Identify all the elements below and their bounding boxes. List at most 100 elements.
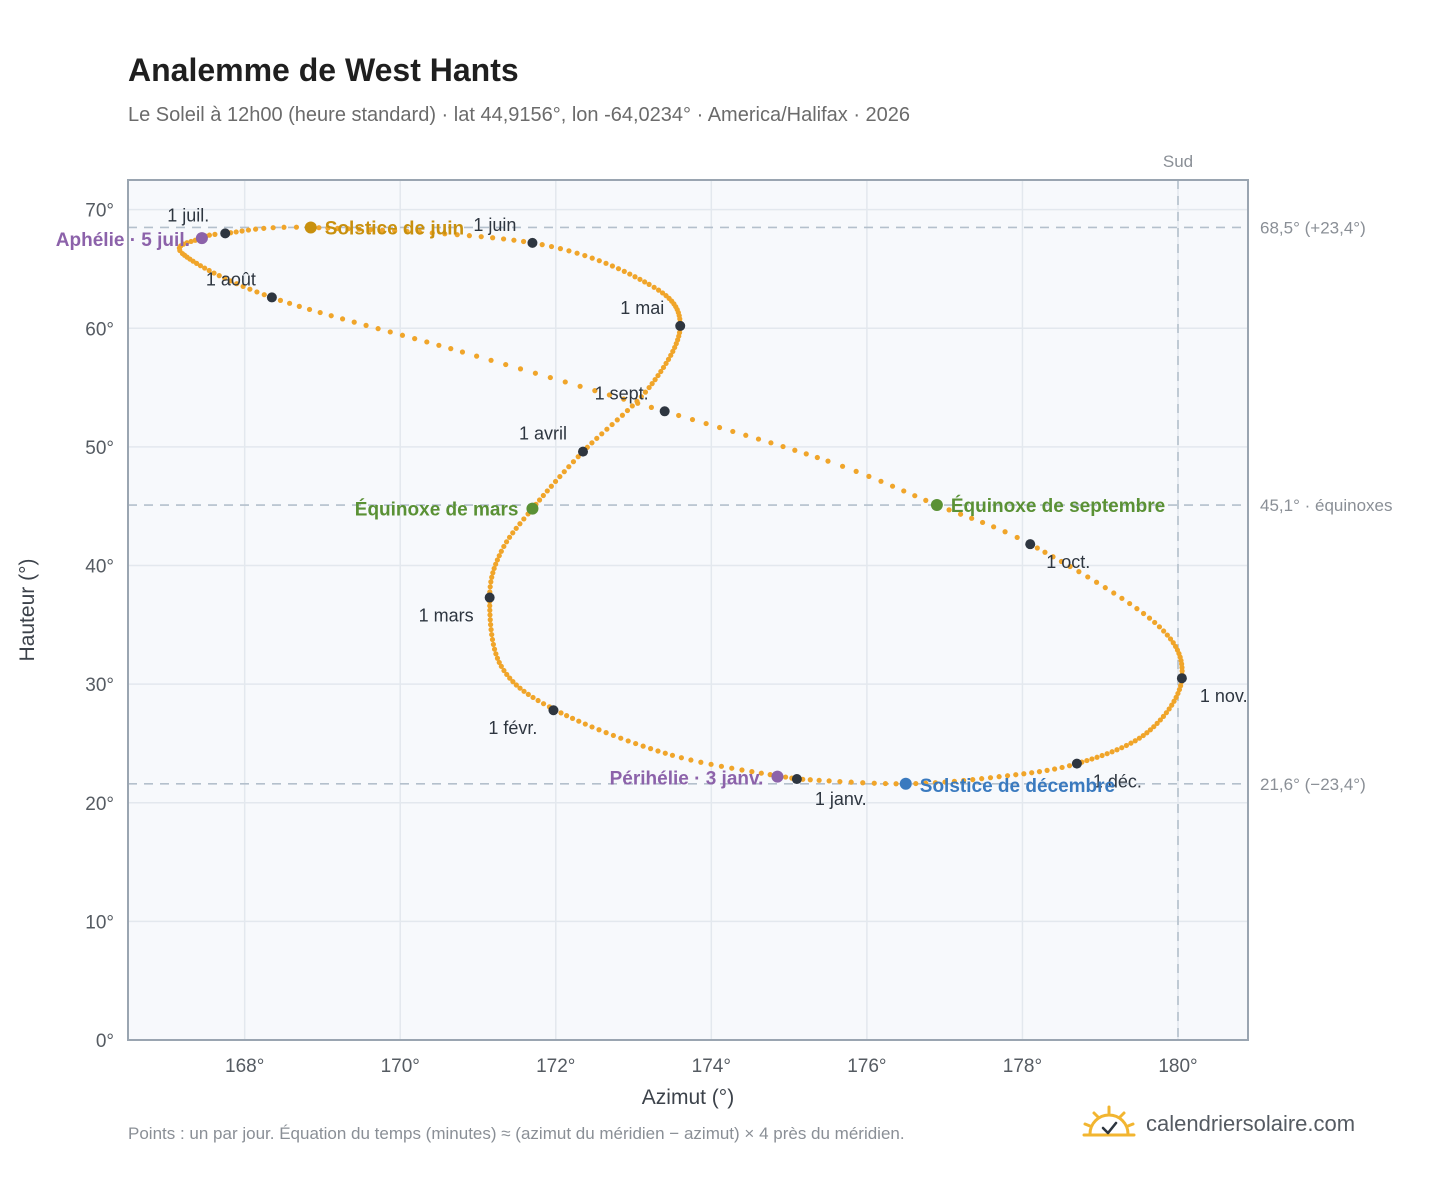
daily-sun-position-point bbox=[655, 287, 662, 293]
daily-sun-position-point bbox=[277, 297, 284, 303]
daily-sun-position-point bbox=[240, 283, 246, 290]
daily-sun-position-point bbox=[1059, 764, 1065, 771]
reference-line-label: 68,5° (+23,4°) bbox=[1260, 218, 1366, 237]
daily-sun-position-point bbox=[1102, 585, 1108, 591]
daily-sun-position-point bbox=[489, 574, 495, 580]
brand-logo[interactable]: calendriersolaire.com bbox=[1082, 1104, 1355, 1144]
month-marker-point bbox=[659, 406, 670, 417]
daily-sun-position-point bbox=[216, 273, 222, 279]
daily-sun-position-point bbox=[491, 646, 498, 652]
daily-sun-position-point bbox=[642, 389, 649, 395]
daily-sun-position-point bbox=[1052, 766, 1058, 772]
month-marker-label: 1 sept. bbox=[595, 383, 649, 403]
daily-sun-position-point bbox=[629, 403, 635, 409]
daily-sun-position-point bbox=[356, 226, 362, 232]
daily-sun-position-point bbox=[889, 483, 896, 489]
daily-sun-position-point bbox=[1058, 558, 1065, 565]
daily-sun-position-point bbox=[566, 464, 572, 470]
daily-sun-position-point bbox=[627, 271, 633, 277]
event-marker-point bbox=[526, 502, 539, 515]
daily-sun-position-point bbox=[306, 306, 313, 313]
daily-sun-position-point bbox=[803, 451, 809, 457]
daily-sun-position-point bbox=[825, 458, 831, 464]
daily-sun-position-point bbox=[1084, 757, 1090, 764]
daily-sun-position-point bbox=[488, 579, 494, 585]
daily-sun-position-point bbox=[325, 225, 331, 231]
chart-subtitle: Le Soleil à 12h00 (heure standard) · lat… bbox=[128, 104, 911, 126]
month-marker-point bbox=[1025, 539, 1036, 550]
y-tick-label: 30° bbox=[85, 675, 114, 696]
daily-sun-position-point bbox=[913, 780, 919, 787]
daily-sun-position-point bbox=[1173, 694, 1179, 700]
daily-sun-position-point bbox=[1029, 770, 1035, 776]
daily-sun-position-point bbox=[287, 300, 293, 306]
daily-sun-position-point bbox=[599, 431, 605, 437]
daily-sun-position-point bbox=[635, 400, 641, 406]
daily-sun-position-point bbox=[521, 688, 527, 694]
month-marker-point bbox=[220, 228, 231, 239]
daily-sun-position-point bbox=[1128, 740, 1134, 746]
daily-sun-position-point bbox=[510, 530, 516, 536]
reference-line-label: Sud bbox=[1163, 152, 1193, 171]
daily-sun-position-point bbox=[946, 507, 952, 513]
daily-sun-position-point bbox=[493, 651, 499, 657]
daily-sun-position-point bbox=[647, 746, 654, 752]
daily-sun-position-point bbox=[500, 236, 507, 242]
daily-sun-position-point bbox=[532, 370, 539, 376]
month-marker-point bbox=[266, 292, 277, 303]
daily-sun-position-point bbox=[547, 374, 553, 381]
daily-sun-position-point bbox=[782, 774, 789, 780]
daily-sun-position-point bbox=[1134, 606, 1140, 612]
daily-sun-position-point bbox=[592, 388, 598, 394]
daily-sun-position-point bbox=[1146, 615, 1153, 621]
daily-sun-position-point bbox=[1066, 763, 1073, 769]
daily-sun-position-point bbox=[814, 454, 820, 461]
daily-sun-position-point bbox=[1161, 628, 1167, 634]
daily-sun-position-point bbox=[245, 227, 252, 233]
daily-sun-position-point bbox=[1175, 690, 1181, 697]
daily-sun-position-point bbox=[539, 242, 545, 248]
chart-title: Analemme de West Hants bbox=[128, 52, 519, 88]
daily-sun-position-point bbox=[1119, 745, 1125, 751]
daily-sun-position-point bbox=[739, 767, 745, 773]
daily-sun-position-point bbox=[491, 565, 497, 572]
daily-sun-position-point bbox=[1160, 713, 1167, 719]
daily-sun-position-point bbox=[646, 384, 652, 391]
daily-sun-position-point bbox=[603, 730, 609, 736]
daily-sun-position-point bbox=[826, 778, 832, 784]
daily-sun-position-point bbox=[1014, 534, 1020, 541]
daily-sun-position-point bbox=[316, 225, 322, 231]
daily-sun-position-point bbox=[658, 368, 664, 375]
daily-sun-position-point bbox=[979, 776, 985, 782]
daily-sun-position-point bbox=[1167, 636, 1174, 642]
daily-sun-position-point bbox=[566, 248, 572, 254]
daily-sun-position-point bbox=[663, 293, 669, 299]
daily-sun-position-point bbox=[379, 227, 386, 233]
x-tick-label: 176° bbox=[847, 1056, 886, 1077]
daily-sun-position-point bbox=[561, 469, 567, 475]
daily-sun-position-point bbox=[493, 561, 499, 567]
daily-sun-position-point bbox=[570, 459, 577, 465]
analemma-daily-points bbox=[176, 224, 1185, 787]
month-marker-label: 1 nov. bbox=[1200, 686, 1248, 706]
daily-sun-position-point bbox=[1109, 749, 1115, 755]
daily-sun-position-point bbox=[655, 748, 661, 754]
daily-sun-position-point bbox=[1140, 732, 1146, 739]
daily-sun-position-point bbox=[729, 765, 735, 771]
daily-sun-position-point bbox=[548, 483, 554, 489]
daily-sun-position-point bbox=[633, 740, 639, 747]
daily-sun-position-point bbox=[501, 543, 507, 550]
daily-sun-position-point bbox=[582, 721, 588, 727]
daily-sun-position-point bbox=[1099, 752, 1105, 759]
daily-sun-position-point bbox=[1147, 727, 1153, 733]
daily-sun-position-point bbox=[837, 778, 843, 785]
daily-sun-position-point bbox=[490, 570, 496, 576]
daily-sun-position-point bbox=[649, 381, 655, 387]
daily-sun-position-point bbox=[392, 228, 398, 234]
daily-sun-position-point bbox=[901, 488, 907, 494]
daily-sun-position-point bbox=[351, 319, 357, 325]
daily-sun-position-point bbox=[513, 525, 519, 531]
daily-sun-position-point bbox=[961, 777, 967, 784]
daily-sun-position-point bbox=[574, 250, 580, 256]
daily-sun-position-point bbox=[525, 691, 531, 698]
